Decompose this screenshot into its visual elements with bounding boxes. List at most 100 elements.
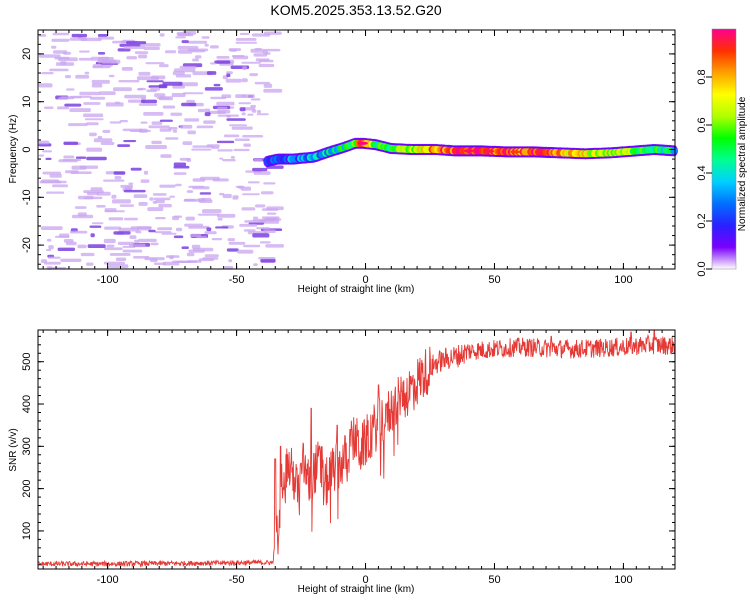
noise-speckle: [192, 58, 199, 62]
noise-speckle: [260, 191, 274, 195]
noise-speckle: [213, 83, 221, 87]
colorbar-tick-label: 0.6: [696, 117, 708, 132]
noise-speckle: [62, 158, 82, 162]
noise-speckle: [255, 58, 270, 62]
snr-series-line: [38, 330, 675, 568]
noise-speckle: [186, 252, 195, 257]
noise-speckle: [211, 238, 223, 241]
noise-speckle: [93, 138, 113, 143]
noise-speckle: [242, 193, 260, 196]
noise-speckle: [226, 118, 246, 121]
noise-speckle: [123, 189, 146, 193]
trace-peak: [463, 149, 474, 153]
noise-speckle: [119, 204, 135, 207]
noise-speckle: [228, 48, 242, 51]
noise-speckle: [233, 148, 250, 152]
noise-speckle: [97, 57, 114, 61]
noise-speckle: [263, 88, 283, 93]
noise-speckle: [263, 83, 273, 88]
noise-speckle: [227, 238, 235, 242]
noise-speckle: [198, 199, 213, 203]
noise-speckle: [159, 128, 172, 132]
noise-speckle: [41, 179, 59, 184]
noise-speckle: [181, 246, 189, 249]
x-tick-label: 50: [488, 574, 500, 586]
noise-speckle: [152, 193, 167, 196]
noise-speckle: [118, 227, 139, 232]
noise-speckle: [235, 38, 257, 41]
noise-speckle: [244, 220, 263, 223]
noise-speckle: [243, 229, 256, 232]
noise-speckle: [256, 110, 262, 114]
noise-speckle: [118, 80, 140, 83]
noise-speckle: [63, 239, 74, 243]
noise-speckle: [150, 242, 159, 246]
noise-speckle: [75, 156, 87, 159]
noise-speckle: [265, 244, 284, 248]
noise-speckle: [204, 108, 211, 113]
noise-speckle: [239, 223, 257, 227]
noise-speckle: [162, 81, 183, 86]
noise-speckle: [237, 249, 254, 254]
noise-speckle: [143, 112, 164, 116]
noise-speckle: [168, 127, 178, 130]
noise-speckle: [77, 244, 87, 249]
noise-speckle: [75, 74, 90, 79]
noise-speckle: [83, 102, 101, 105]
noise-speckle: [158, 84, 168, 89]
noise-speckle: [55, 62, 75, 66]
noise-speckle: [241, 78, 248, 83]
x-tick-label: -100: [97, 274, 119, 286]
noise-speckle: [119, 120, 128, 123]
y-tick-label: 300: [21, 437, 33, 455]
noise-speckle: [201, 36, 210, 39]
noise-speckle: [177, 45, 199, 50]
noise-speckle: [92, 64, 103, 68]
trace-peak: [510, 150, 521, 154]
noise-speckle: [156, 97, 171, 100]
noise-speckle: [186, 99, 195, 103]
noise-speckle: [256, 227, 271, 230]
colorbar-label: Normalized spectral amplitude: [737, 96, 748, 231]
noise-speckle: [114, 176, 122, 180]
noise-speckle: [239, 32, 250, 35]
noise-speckle: [117, 144, 131, 147]
noise-speckle: [181, 40, 189, 44]
noise-speckle: [217, 149, 233, 152]
noise-speckle: [240, 186, 252, 191]
noise-speckle: [199, 192, 212, 195]
noise-speckle: [138, 202, 148, 206]
noise-speckle: [124, 94, 147, 99]
noise-speckle: [185, 216, 195, 221]
x-tick-label: 0: [362, 574, 368, 586]
noise-speckle: [155, 217, 166, 220]
noise-speckle: [89, 132, 97, 137]
noise-speckle: [232, 195, 239, 198]
noise-speckle: [216, 56, 230, 59]
noise-speckle: [113, 171, 126, 175]
noise-speckle: [45, 249, 52, 252]
noise-speckle: [188, 225, 210, 229]
noise-speckle: [226, 73, 231, 78]
noise-speckle: [234, 138, 250, 141]
noise-speckle: [223, 134, 240, 138]
noise-speckle: [175, 183, 182, 187]
noise-speckle: [259, 219, 266, 223]
noise-speckle: [252, 167, 268, 172]
noise-speckle: [204, 231, 217, 235]
noise-speckle: [216, 101, 235, 106]
noise-speckle: [181, 102, 197, 107]
noise-speckle: [62, 51, 72, 55]
noise-speckle: [103, 238, 116, 244]
noise-speckle: [151, 121, 163, 125]
noise-speckle: [83, 113, 104, 118]
colorbar-ticks: 0.0 0.2 0.4 0.6 0.8: [696, 69, 712, 277]
noise-speckle: [158, 203, 172, 208]
noise-speckle: [191, 244, 201, 249]
noise-speckle: [226, 115, 231, 118]
noise-speckle: [97, 52, 106, 55]
noise-speckle: [256, 113, 269, 116]
noise-speckle: [127, 99, 146, 103]
noise-speckle: [182, 92, 204, 95]
